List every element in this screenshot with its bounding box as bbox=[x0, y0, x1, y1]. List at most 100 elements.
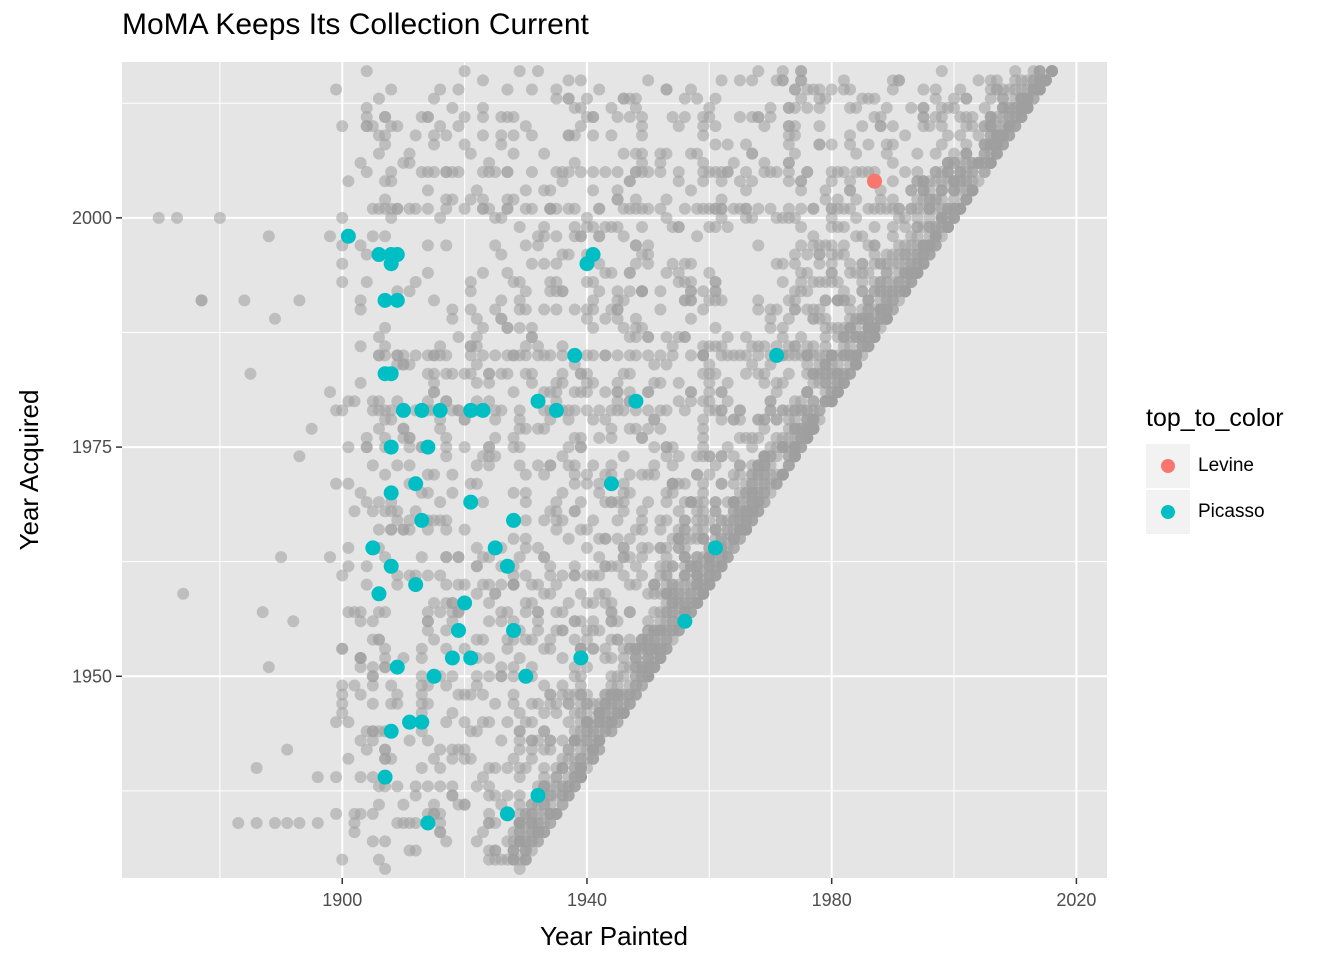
other-point bbox=[599, 386, 612, 399]
other-point bbox=[501, 166, 514, 179]
other-point bbox=[525, 596, 538, 609]
other-point bbox=[917, 257, 930, 270]
other-point bbox=[562, 441, 575, 454]
other-point bbox=[684, 184, 697, 197]
other-point bbox=[648, 661, 661, 674]
other-point bbox=[556, 624, 569, 637]
other-point bbox=[495, 661, 508, 674]
other-point bbox=[587, 184, 600, 197]
other-point bbox=[684, 596, 697, 609]
other-point bbox=[519, 120, 532, 133]
other-point bbox=[525, 202, 538, 215]
other-point bbox=[440, 578, 453, 591]
other-point bbox=[892, 202, 905, 215]
other-point bbox=[593, 285, 606, 298]
other-point bbox=[403, 431, 416, 444]
other-point bbox=[617, 450, 630, 463]
other-point bbox=[550, 83, 563, 96]
other-point bbox=[391, 578, 404, 591]
other-point bbox=[507, 532, 520, 545]
other-point bbox=[801, 303, 814, 316]
other-point bbox=[795, 184, 808, 197]
other-point bbox=[984, 129, 997, 142]
other-point bbox=[844, 294, 857, 307]
other-point bbox=[874, 276, 887, 289]
picasso-point bbox=[408, 476, 424, 492]
other-point bbox=[611, 111, 624, 124]
picasso-point bbox=[340, 228, 356, 244]
other-point bbox=[770, 386, 783, 399]
picasso-point bbox=[389, 659, 405, 675]
other-point bbox=[464, 147, 477, 160]
other-point bbox=[703, 376, 716, 389]
other-point bbox=[507, 688, 520, 701]
other-point bbox=[336, 679, 349, 692]
other-point bbox=[354, 661, 367, 674]
other-point bbox=[538, 303, 551, 316]
other-point bbox=[617, 505, 630, 518]
other-point bbox=[525, 166, 538, 179]
other-point bbox=[611, 514, 624, 527]
other-point bbox=[672, 450, 685, 463]
other-point bbox=[336, 276, 349, 289]
other-point bbox=[556, 349, 569, 362]
other-point bbox=[336, 211, 349, 224]
x-axis-ticks: 1900 1940 1980 2020 bbox=[322, 878, 1096, 910]
other-point bbox=[513, 294, 526, 307]
other-point bbox=[580, 569, 593, 582]
other-point bbox=[446, 193, 459, 206]
other-point bbox=[409, 276, 422, 289]
other-point bbox=[795, 239, 808, 252]
picasso-point bbox=[444, 650, 460, 666]
other-point bbox=[513, 551, 526, 564]
other-point bbox=[801, 266, 814, 279]
other-point bbox=[403, 514, 416, 527]
other-point bbox=[678, 523, 691, 536]
other-point bbox=[366, 615, 379, 628]
other-point bbox=[850, 358, 863, 371]
other-point bbox=[868, 239, 881, 252]
other-point bbox=[580, 468, 593, 481]
other-point bbox=[532, 422, 545, 435]
other-point bbox=[795, 92, 808, 105]
other-point bbox=[550, 771, 563, 784]
other-point bbox=[850, 193, 863, 206]
other-point bbox=[593, 230, 606, 243]
picasso-point bbox=[573, 650, 589, 666]
other-point bbox=[244, 367, 257, 380]
other-point bbox=[868, 221, 881, 234]
other-point bbox=[568, 230, 581, 243]
other-point bbox=[660, 193, 673, 206]
other-point bbox=[580, 92, 593, 105]
other-point bbox=[617, 661, 630, 674]
other-point bbox=[825, 202, 838, 215]
other-point bbox=[666, 560, 679, 573]
other-point bbox=[684, 349, 697, 362]
other-point bbox=[623, 331, 636, 344]
other-point bbox=[782, 156, 795, 169]
other-point bbox=[605, 651, 618, 664]
other-point bbox=[538, 761, 551, 774]
other-point bbox=[458, 65, 471, 78]
other-point bbox=[519, 853, 532, 866]
other-point bbox=[501, 321, 514, 334]
other-point bbox=[483, 596, 496, 609]
other-point bbox=[654, 202, 667, 215]
other-point bbox=[874, 111, 887, 124]
other-point bbox=[532, 835, 545, 848]
other-point bbox=[562, 74, 575, 87]
other-point bbox=[733, 175, 746, 188]
other-point bbox=[379, 468, 392, 481]
other-point bbox=[629, 257, 642, 270]
picasso-point bbox=[463, 402, 479, 418]
other-point bbox=[599, 266, 612, 279]
other-point bbox=[929, 193, 942, 206]
other-point bbox=[599, 642, 612, 655]
other-point bbox=[629, 101, 642, 114]
other-point bbox=[764, 404, 777, 417]
other-point bbox=[611, 166, 624, 179]
other-point bbox=[568, 505, 581, 518]
other-point bbox=[532, 826, 545, 839]
other-point bbox=[593, 477, 606, 490]
other-point bbox=[428, 514, 441, 527]
